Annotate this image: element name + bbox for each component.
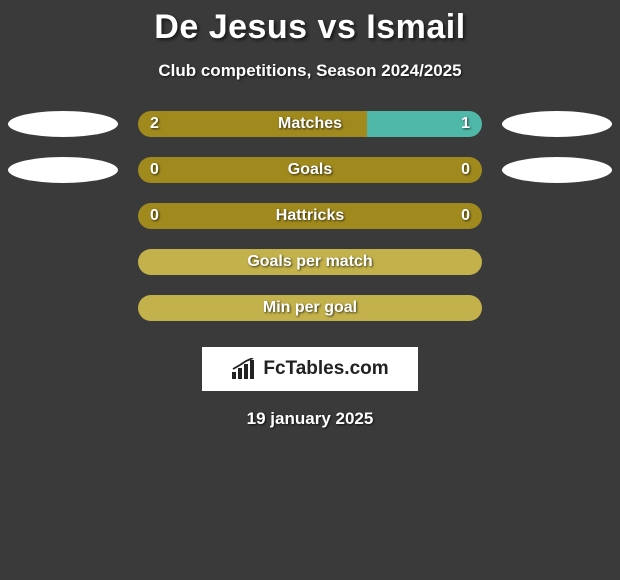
chart-icon [231,358,257,380]
stat-label: Goals [288,161,332,179]
stat-row: Hattricks 0 0 [0,203,620,229]
stat-label: Goals per match [247,253,372,271]
player-avatar-left [8,111,118,137]
stat-value-right: 1 [461,115,470,133]
stat-rows: Matches 2 1 Goals 0 0 Hattricks 0 0 Goals per mat… [0,111,620,321]
subtitle: Club competitions, Season 2024/2025 [0,61,620,81]
stat-value-right: 0 [461,161,470,179]
stat-label: Matches [278,115,342,133]
stat-bar: Hattricks 0 0 [138,203,482,229]
stat-label: Hattricks [276,207,344,225]
stat-row: Matches 2 1 [0,111,620,137]
stat-row: Goals 0 0 [0,157,620,183]
stat-value-left: 0 [150,161,159,179]
avatar-placeholder [4,295,114,321]
footer-logo[interactable]: FcTables.com [202,347,418,391]
stat-bar: Goals per match [138,249,482,275]
player-avatar-left [8,157,118,183]
stat-value-left: 2 [150,115,159,133]
stat-row: Goals per match [0,249,620,275]
stat-value-left: 0 [150,207,159,225]
footer-logo-text: FcTables.com [263,358,388,380]
player-avatar-right [502,111,612,137]
footer-date: 19 january 2025 [0,409,620,429]
avatar-placeholder [506,203,616,229]
stat-row: Min per goal [0,295,620,321]
comparison-card: De Jesus vs Ismail Club competitions, Se… [0,0,620,429]
stat-bar: Goals 0 0 [138,157,482,183]
stat-bar: Min per goal [138,295,482,321]
stat-bar: Matches 2 1 [138,111,482,137]
page-title: De Jesus vs Ismail [0,8,620,47]
avatar-placeholder [506,295,616,321]
stat-label: Min per goal [263,299,357,317]
avatar-placeholder [4,249,114,275]
stat-value-right: 0 [461,207,470,225]
player-avatar-right [502,157,612,183]
avatar-placeholder [506,249,616,275]
avatar-placeholder [4,203,114,229]
